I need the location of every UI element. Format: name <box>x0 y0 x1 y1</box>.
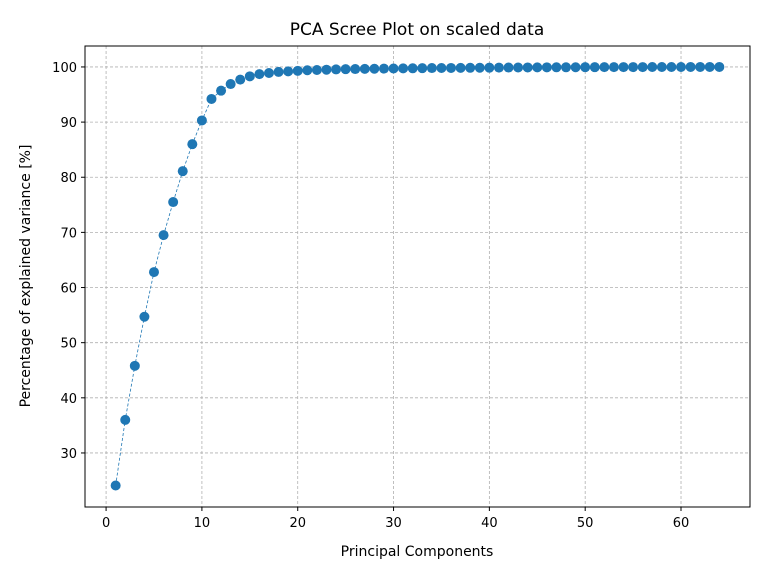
data-point-63 <box>704 61 715 72</box>
data-point-47 <box>551 62 562 73</box>
data-point-8 <box>177 166 188 177</box>
data-point-6 <box>158 230 169 241</box>
data-point-33 <box>417 63 428 74</box>
y-tick-label-0: 30 <box>60 447 77 462</box>
data-point-15 <box>244 71 255 82</box>
data-point-4 <box>139 311 150 322</box>
x-tick-label-6: 60 <box>673 516 690 531</box>
data-point-3 <box>129 360 140 371</box>
data-point-35 <box>436 63 447 74</box>
data-point-7 <box>168 197 179 208</box>
data-point-36 <box>446 62 457 73</box>
data-point-60 <box>676 62 687 73</box>
y-tick-label-2: 50 <box>60 337 77 352</box>
data-point-46 <box>541 62 552 73</box>
data-point-64 <box>714 61 725 72</box>
x-tick-label-3: 30 <box>385 516 402 531</box>
data-point-30 <box>388 63 399 74</box>
data-point-10 <box>196 115 207 126</box>
data-point-1 <box>110 480 121 491</box>
series-line <box>115 66 720 486</box>
x-axis-label: Principal Components <box>341 544 494 560</box>
data-point-29 <box>378 63 389 74</box>
data-point-57 <box>647 62 658 73</box>
data-point-53 <box>608 62 619 73</box>
x-tick-label-0: 0 <box>102 516 110 531</box>
y-tick-label-6: 90 <box>60 116 77 131</box>
data-point-34 <box>426 63 437 74</box>
data-point-56 <box>637 62 648 73</box>
y-tick-label-1: 40 <box>60 392 77 407</box>
data-point-44 <box>522 62 533 73</box>
plot-frame <box>84 45 751 508</box>
x-tick-label-2: 20 <box>289 516 306 531</box>
data-point-9 <box>187 139 198 150</box>
data-point-50 <box>580 62 591 73</box>
data-point-16 <box>254 69 265 80</box>
data-point-31 <box>398 63 409 74</box>
data-point-24 <box>331 64 342 75</box>
data-point-54 <box>618 62 629 73</box>
data-point-21 <box>302 65 313 76</box>
data-point-18 <box>273 66 284 77</box>
data-point-59 <box>666 62 677 73</box>
data-point-39 <box>474 62 485 73</box>
data-point-14 <box>235 74 246 85</box>
data-point-23 <box>321 64 332 75</box>
data-point-28 <box>369 63 380 74</box>
data-point-26 <box>350 64 361 75</box>
y-tick-label-4: 70 <box>60 226 77 241</box>
data-point-55 <box>628 62 639 73</box>
data-point-48 <box>561 62 572 73</box>
data-point-27 <box>359 63 370 74</box>
data-point-58 <box>656 62 667 73</box>
data-point-38 <box>465 62 476 73</box>
data-point-11 <box>206 93 217 104</box>
data-point-41 <box>493 62 504 73</box>
data-point-19 <box>283 66 294 77</box>
data-point-40 <box>484 62 495 73</box>
x-tick-label-5: 50 <box>577 516 594 531</box>
x-tick-label-4: 40 <box>481 516 498 531</box>
data-point-17 <box>263 68 274 79</box>
data-point-2 <box>120 414 131 425</box>
plot-area: 0 10 20 30 40 50 60 30 40 50 60 70 80 90 100 <box>52 45 751 531</box>
chart-title: PCA Scree Plot on scaled data <box>290 20 545 40</box>
data-point-51 <box>589 62 600 73</box>
data-point-25 <box>340 64 351 75</box>
data-point-37 <box>455 62 466 73</box>
y-tick-label-5: 80 <box>60 171 77 186</box>
data-point-45 <box>532 62 543 73</box>
data-point-43 <box>513 62 524 73</box>
data-point-52 <box>599 62 610 73</box>
y-tick-label-7: 100 <box>52 61 77 76</box>
y-axis-label: Percentage of explained variance [%] <box>18 145 34 408</box>
data-point-62 <box>695 61 706 72</box>
data-point-42 <box>503 62 514 73</box>
data-point-22 <box>311 64 322 75</box>
data-point-32 <box>407 63 418 74</box>
data-point-12 <box>216 85 227 96</box>
x-tick-label-1: 10 <box>194 516 211 531</box>
data-point-49 <box>570 62 581 73</box>
data-point-5 <box>148 267 159 278</box>
y-tick-label-3: 60 <box>60 282 77 297</box>
data-point-13 <box>225 79 236 90</box>
data-point-61 <box>685 61 696 72</box>
data-point-20 <box>292 65 303 76</box>
